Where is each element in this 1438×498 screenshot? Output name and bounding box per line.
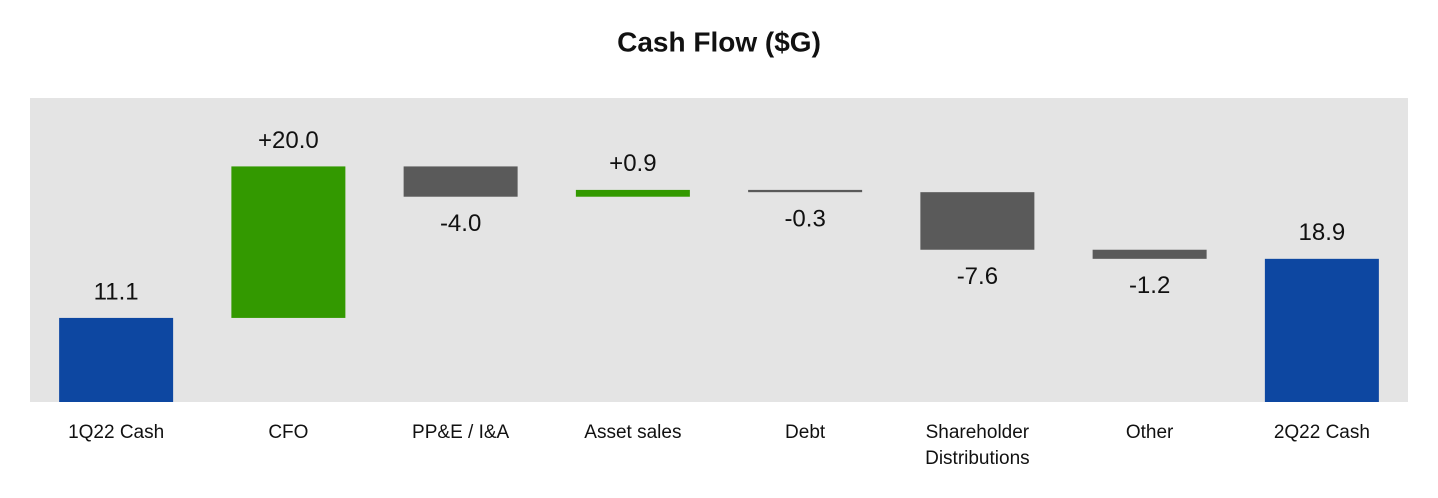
bar: [1264, 258, 1379, 402]
x-tick-label: PP&E / I&A: [412, 422, 510, 443]
bar: [920, 192, 1035, 250]
bar: [231, 166, 346, 318]
value-label: -0.3: [784, 206, 825, 233]
value-label: -1.2: [1129, 272, 1170, 299]
bar: [1092, 249, 1207, 259]
value-label: -7.6: [957, 263, 998, 290]
value-label: -4.0: [440, 210, 481, 237]
value-label: 11.1: [94, 278, 139, 305]
x-tick-label: 1Q22 Cash: [68, 422, 165, 443]
bar: [748, 189, 863, 193]
value-label: +20.0: [258, 127, 319, 154]
x-tick-label: Asset sales: [584, 422, 682, 443]
bar: [575, 189, 690, 197]
x-tick-label: Other: [1125, 422, 1174, 443]
x-tick-label: 2Q22 Cash: [1273, 422, 1370, 443]
value-label: +0.9: [609, 150, 656, 177]
bar: [403, 166, 518, 197]
x-tick-label: Shareholder Distributions: [925, 422, 1030, 469]
x-tick-label: CFO: [268, 422, 309, 443]
chart-title: Cash Flow ($G): [617, 26, 821, 57]
x-tick-label: Debt: [785, 422, 826, 443]
value-label: 18.9: [1299, 219, 1346, 246]
bar: [59, 317, 174, 402]
